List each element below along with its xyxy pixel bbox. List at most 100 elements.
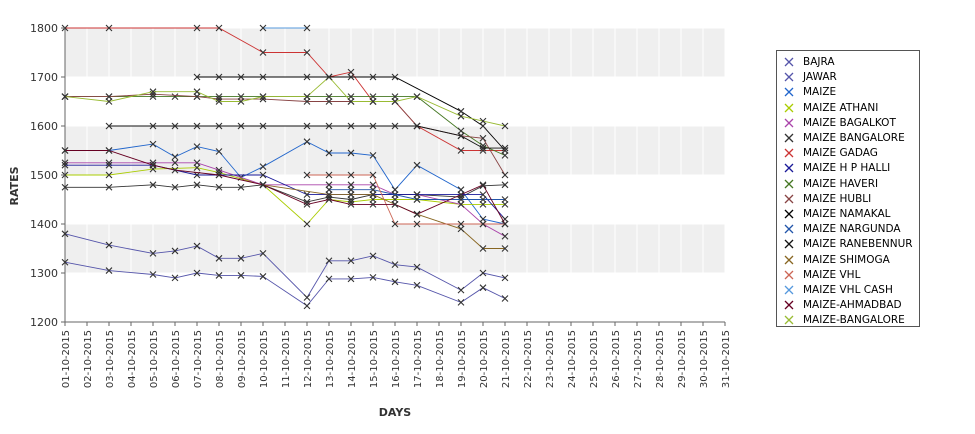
data-point [413,122,421,130]
data-point [479,220,487,228]
data-point [105,161,113,169]
x-tick-label: 11-10-2015 [281,330,292,388]
data-point [149,140,157,148]
data-point [303,171,311,179]
data-point [413,191,421,198]
x-tick-label: 25-10-2015 [589,330,600,388]
data-point [215,171,223,179]
data-point [259,122,267,130]
data-point [237,272,245,279]
x-tick-label: 24-10-2015 [567,330,578,388]
data-point [193,269,201,277]
legend-marker-icon [783,284,795,296]
legend-marker-icon [783,132,795,144]
data-point [347,201,355,208]
data-point [501,171,509,179]
data-point [457,147,465,154]
data-point [237,93,245,100]
data-point [303,49,311,56]
data-point [413,281,421,289]
data-point [369,186,377,194]
data-point [303,24,311,32]
series-line [65,27,505,151]
series-maize-ahmadbad [61,147,509,228]
data-point [347,68,355,76]
data-point [347,73,355,81]
data-point [215,73,223,81]
data-point [303,191,311,198]
legend-label: MAIZE-BANGALORE [803,314,905,327]
legend-marker-icon [783,208,795,220]
data-point [237,122,245,130]
data-point [501,245,509,252]
data-point [193,122,201,130]
data-point [347,191,355,198]
data-point [413,210,421,218]
data-point [171,93,179,100]
data-point [61,161,69,169]
data-point [61,147,69,154]
legend-marker-icon [783,117,795,129]
legend-item: MAIZE BAGALKOT [783,116,896,130]
legend-marker-icon [783,193,795,205]
x-tick-label: 20-10-2015 [479,330,490,388]
data-point [259,171,267,179]
x-tick-label: 15-10-2015 [369,330,380,388]
data-point [391,196,399,203]
legend-label: MAIZE BANGALORE [803,132,905,144]
data-point [413,263,421,271]
data-point [369,93,377,100]
legend-item: MAIZE HAVERI [783,177,878,191]
x-tick-label: 26-10-2015 [611,330,622,388]
data-point [193,159,201,167]
legend-marker-icon [783,147,795,159]
y-tick-label: 1200 [30,316,58,329]
x-tick-label: 23-10-2015 [545,330,556,388]
legend-item: MAIZE SHIMOGA [783,253,890,267]
data-point [479,201,487,208]
x-tick-label: 02-10-2015 [83,330,94,388]
data-point [479,284,487,292]
data-point [325,275,333,283]
data-point [457,299,465,306]
legend-item: MAIZE GADAG [783,146,878,160]
data-point [413,196,421,203]
data-point [105,147,113,154]
legend-marker-icon [783,56,795,68]
data-point [171,153,179,161]
data-point [105,122,113,130]
series-line [109,125,505,149]
legend-marker-icon [783,71,795,83]
data-point [479,191,487,198]
data-point [369,252,377,260]
data-point [413,220,421,228]
data-point [303,201,311,208]
data-point [171,247,179,255]
legend-item: MAIZE [783,85,836,99]
series-maize-vhl-cash [259,24,311,32]
x-tick-label: 22-10-2015 [523,330,534,388]
x-tick-label: 27-10-2015 [633,330,644,388]
x-tick-label: 04-10-2015 [127,330,138,388]
legend-label: MAIZE RANEBENNUR [803,238,913,251]
x-tick-label: 08-10-2015 [215,330,226,388]
data-point [347,98,355,105]
data-point [171,159,179,167]
data-point [325,181,333,189]
legend-label: MAIZE VHL CASH [803,284,893,296]
y-tick-label: 1400 [30,218,58,231]
data-point [259,181,267,189]
data-point [347,186,355,194]
x-tick-label: 10-10-2015 [259,330,270,388]
x-tick-label: 09-10-2015 [237,330,248,388]
data-point [369,196,377,203]
x-tick-label: 28-10-2015 [655,330,666,388]
data-point [193,164,201,172]
legend-item: MAIZE H P HALLI [783,161,890,175]
data-point [215,122,223,130]
data-point [347,181,355,189]
data-point [171,166,179,174]
data-point [237,254,245,262]
data-point [479,117,487,125]
